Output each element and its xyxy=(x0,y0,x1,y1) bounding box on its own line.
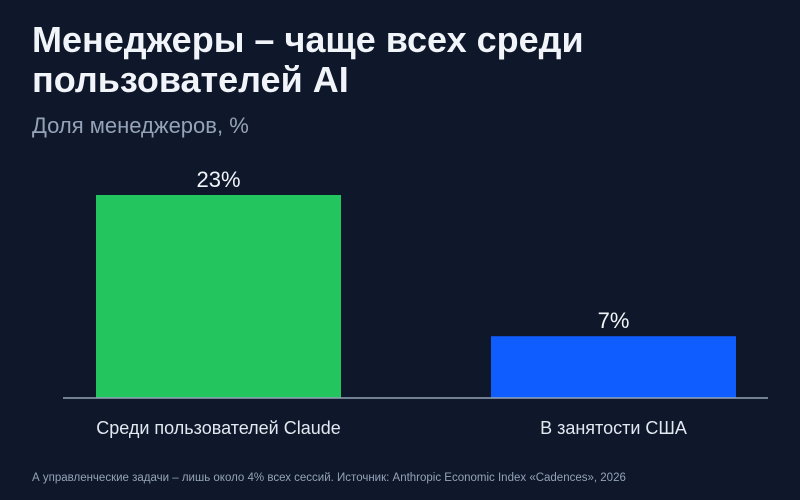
category-label-1: Среди пользователей Claude xyxy=(96,418,341,438)
chart-subtitle: Доля менеджеров, % xyxy=(32,113,249,138)
bar-value-label-1: 23% xyxy=(196,167,240,192)
bar-2 xyxy=(491,336,736,398)
bar-1 xyxy=(96,195,341,398)
bar-value-label-2: 7% xyxy=(598,308,630,333)
chart-title: Менеджеры – чаще всех среди пользователе… xyxy=(32,19,584,100)
footnote-source: А управленческие задачи – лишь около 4% … xyxy=(32,472,626,484)
category-label-2: В занятости США xyxy=(540,418,687,438)
